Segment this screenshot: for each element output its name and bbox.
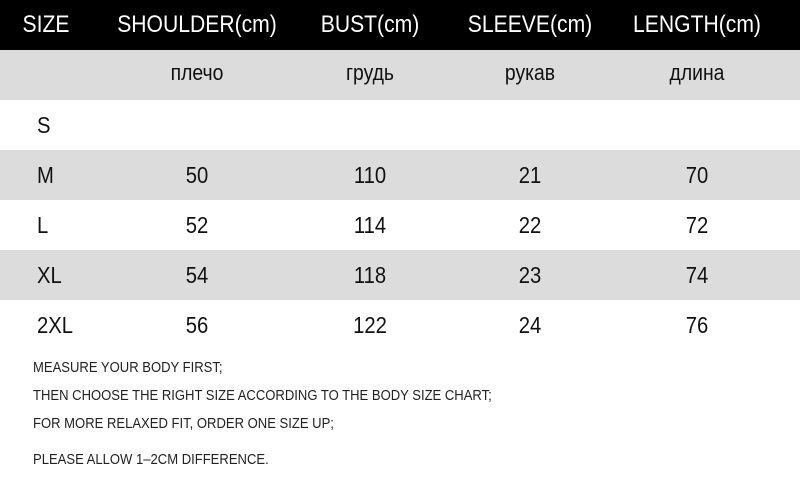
shoulder-cell: 56 [185, 312, 209, 338]
shoulder-cell: SHOULDER(cm) [117, 11, 277, 38]
note-line: MEASURE YOUR BODY FIRST; [33, 360, 223, 376]
size-cell: XL [37, 262, 62, 288]
size-cell: S [37, 112, 51, 138]
size-cell: 2XL [37, 312, 74, 338]
bust-cell: грудь [345, 60, 395, 85]
bust-cell: 122 [353, 312, 387, 338]
shoulder-cell: 52 [185, 212, 209, 238]
sleeve-cell: рукав [504, 60, 556, 85]
size-cell: L [37, 212, 49, 238]
note-line: FOR MORE RELAXED FIT, ORDER ONE SIZE UP; [33, 416, 334, 432]
length-cell: 76 [685, 312, 709, 338]
subheader-row: плечо грудь рукав длина [0, 50, 800, 100]
size-cell: M [37, 162, 54, 188]
sleeve-cell: 24 [518, 312, 542, 338]
bust-cell: BUST(cm) [320, 11, 420, 38]
bust-cell: 114 [353, 212, 387, 238]
length-cell: 72 [685, 212, 709, 238]
header-row: SIZE SHOULDER(cm) BUST(cm) SLEEVE(cm) LENGTH… [0, 0, 800, 50]
length-cell: 74 [685, 262, 709, 288]
bust-cell: 118 [353, 262, 387, 288]
table-row: S [0, 100, 800, 150]
sleeve-cell: 23 [518, 262, 542, 288]
shoulder-cell: 54 [185, 262, 209, 288]
sleeve-cell: SLEEVE(cm) [467, 11, 593, 38]
length-cell: LENGTH(cm) [633, 11, 761, 38]
table-row: XL 54 118 23 74 [0, 250, 800, 300]
sleeve-cell: 22 [518, 212, 542, 238]
length-cell: 70 [685, 162, 709, 188]
length-cell: длина [669, 60, 725, 85]
note-line: THEN CHOOSE THE RIGHT SIZE ACCORDING TO … [33, 388, 492, 404]
bust-cell: 110 [353, 162, 387, 188]
size-cell: SIZE [22, 11, 70, 38]
table-row: M 50 110 21 70 [0, 150, 800, 200]
shoulder-cell: 50 [185, 162, 209, 188]
table-row: 2XL 56 122 24 76 [0, 300, 800, 350]
note-line: PLEASE ALLOW 1–2CM DIFFERENCE. [33, 452, 269, 468]
shoulder-cell: плечо [170, 60, 224, 85]
sleeve-cell: 21 [518, 162, 542, 188]
table-row: L 52 114 22 72 [0, 200, 800, 250]
